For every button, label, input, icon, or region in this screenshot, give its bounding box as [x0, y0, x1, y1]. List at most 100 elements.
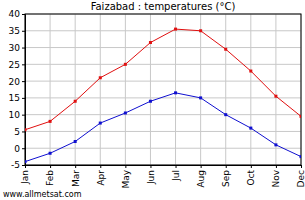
- y-tick-mark: [22, 31, 25, 32]
- x-tick-label: Feb: [45, 170, 55, 186]
- grid-line: [275, 14, 276, 165]
- x-tick-mark: [226, 165, 227, 168]
- y-tick-mark: [22, 64, 25, 65]
- y-tick: 0: [14, 144, 25, 154]
- plot: -50510152025303540JanFebMarAprMayJunJulA…: [9, 9, 305, 188]
- series-marker: [74, 140, 77, 143]
- x-tick-mark: [201, 165, 202, 168]
- series-marker: [149, 100, 152, 103]
- x-tick: Mar: [71, 165, 81, 187]
- y-tick-label: 15: [9, 93, 20, 103]
- y-tick: 25: [9, 60, 25, 70]
- y-tick: 40: [9, 9, 25, 19]
- y-tick-mark: [22, 165, 25, 166]
- x-tick: Dec: [296, 165, 305, 187]
- x-tick-mark: [276, 165, 277, 168]
- series-marker: [74, 100, 77, 103]
- x-tick-label: Sep: [221, 170, 231, 187]
- series-marker: [199, 29, 202, 32]
- chart: -50510152025303540JanFebMarAprMayJunJulA…: [0, 0, 305, 200]
- y-tick: 10: [9, 110, 25, 120]
- grid-line: [25, 64, 301, 65]
- x-tick: Feb: [45, 165, 55, 186]
- y-tick: 35: [9, 26, 25, 36]
- annotation: www.allmetsat.com: [3, 190, 82, 199]
- x-tick-mark: [125, 165, 126, 168]
- y-tick: 15: [9, 93, 25, 103]
- y-tick-mark: [22, 98, 25, 99]
- x-tick: Nov: [271, 165, 281, 188]
- series-line: [25, 93, 301, 162]
- series-marker: [199, 96, 202, 99]
- grid-line: [25, 30, 301, 31]
- series-marker: [300, 155, 302, 158]
- series-marker: [25, 160, 27, 163]
- x-tick-mark: [150, 165, 151, 168]
- x-tick-label: Oct: [246, 170, 256, 186]
- title: Faizabad : temperatures (°C): [91, 1, 236, 12]
- series-marker: [249, 70, 252, 73]
- grid: [25, 14, 301, 165]
- series-marker: [274, 95, 277, 98]
- x-tick-mark: [25, 165, 26, 168]
- x-axis: Jan Feb Mar Apr May Jun Jul Aug Sep Oct Nov Dec: [20, 165, 305, 189]
- y-tick: 20: [9, 76, 25, 86]
- x-tick-mark: [100, 165, 101, 168]
- grid-line: [125, 14, 126, 165]
- x-tick-mark: [176, 165, 177, 168]
- series-marker: [25, 128, 27, 131]
- y-tick-label: 5: [14, 127, 20, 137]
- grid-line: [25, 131, 301, 132]
- y-tick-mark: [22, 48, 25, 49]
- grid-line: [175, 14, 176, 165]
- series-marker: [224, 113, 227, 116]
- y-tick-mark: [22, 115, 25, 116]
- y-tick-label: 10: [9, 110, 21, 120]
- x-tick: Sep: [221, 165, 231, 187]
- grid-line: [25, 81, 301, 82]
- x-tick-label: Jan: [20, 170, 30, 185]
- x-tick-label: Aug: [196, 170, 206, 188]
- y-tick-label: 20: [9, 76, 21, 86]
- x-tick: May: [121, 165, 131, 189]
- x-tick: Jan: [20, 165, 30, 185]
- series-marker: [224, 48, 227, 51]
- grid-line: [25, 114, 301, 115]
- y-axis: -50510152025303540: [9, 9, 26, 170]
- grid-line: [50, 14, 51, 165]
- y-tick-mark: [22, 131, 25, 132]
- grid-line: [25, 148, 301, 149]
- series-marker: [300, 115, 302, 118]
- x-tick-label: Jun: [146, 170, 156, 185]
- x-tick-label: May: [121, 169, 131, 188]
- y-tick-mark: [22, 14, 25, 15]
- y-tick: 5: [14, 127, 25, 137]
- y-tick-label: 40: [9, 9, 21, 19]
- x-tick: Jun: [146, 165, 156, 185]
- y-tick-label: 35: [9, 26, 20, 36]
- y-tick-label: 0: [14, 144, 20, 154]
- plot-frame: [25, 14, 301, 165]
- y-tick-label: 30: [9, 43, 21, 53]
- series-marker: [274, 143, 277, 146]
- series-marker: [99, 76, 102, 79]
- series-marker: [124, 63, 127, 66]
- y-axis-line: [22, 15, 26, 166]
- grid-line: [225, 14, 226, 165]
- x-tick: Aug: [196, 165, 206, 188]
- x-axis-line: [26, 166, 302, 169]
- x-tick: Apr: [96, 165, 106, 186]
- y-tick-mark: [22, 81, 25, 82]
- x-tick-label: Nov: [271, 169, 281, 187]
- x-tick: Oct: [246, 165, 256, 186]
- x-tick: Jul: [171, 165, 181, 182]
- y-tick-mark: [22, 148, 25, 149]
- y-tick: 30: [9, 43, 25, 53]
- x-tick-label: Dec: [296, 170, 305, 187]
- y-tick-label: 25: [9, 60, 20, 70]
- series-marker: [149, 41, 152, 44]
- series-marker: [49, 152, 52, 155]
- x-tick-mark: [251, 165, 252, 168]
- x-tick-mark: [75, 165, 76, 168]
- series-group: [25, 28, 301, 164]
